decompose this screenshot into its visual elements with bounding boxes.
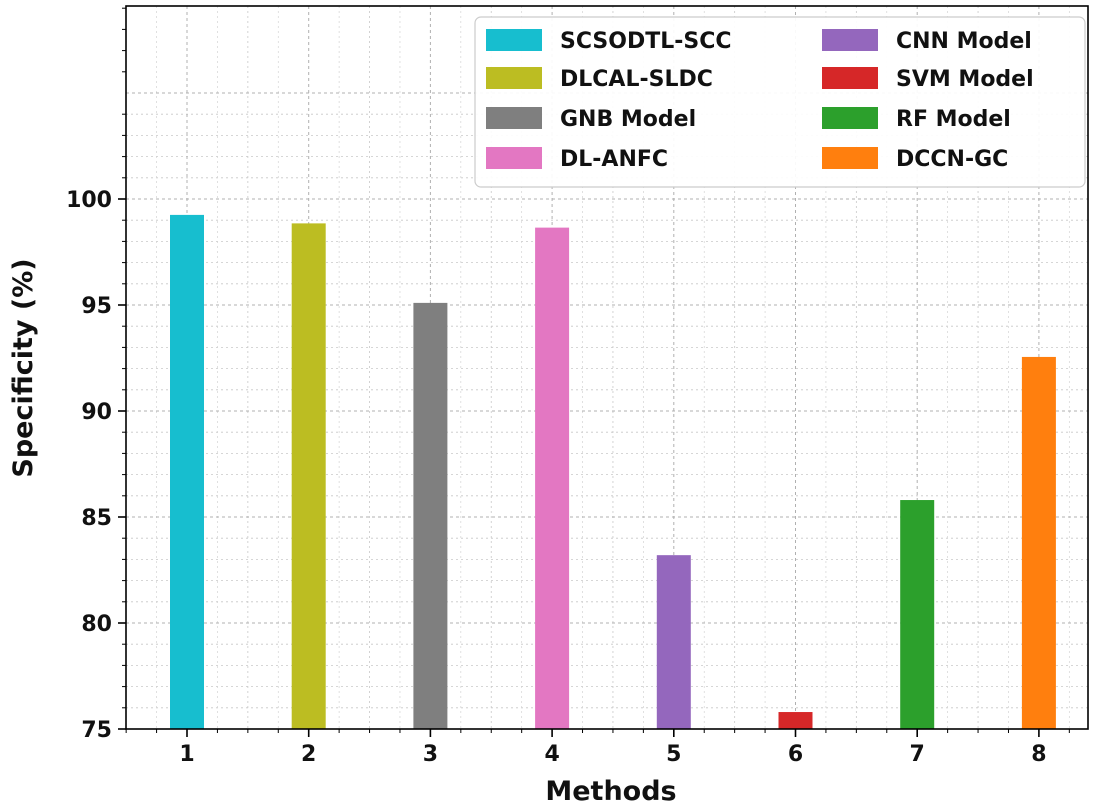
- x-tick-label: 5: [666, 742, 681, 767]
- x-tick-label: 1: [179, 742, 194, 767]
- y-tick-label: 90: [81, 400, 112, 425]
- bars: [170, 214, 1056, 729]
- bar-dccn-gc: [1021, 356, 1056, 729]
- legend-entry: DL-ANFC: [560, 147, 668, 172]
- y-tick-label: 85: [81, 506, 112, 531]
- x-tick-label: 7: [910, 742, 925, 767]
- legend-entry: DLCAL-SLDC: [560, 67, 713, 92]
- legend-swatch: [486, 107, 542, 129]
- x-tick-label: 2: [301, 742, 316, 767]
- plot-frame: [125, 5, 1089, 730]
- legend-entry: SCSODTL-SCC: [560, 29, 732, 54]
- legend-entry: SVM Model: [896, 67, 1034, 92]
- legend-swatch: [486, 29, 542, 51]
- x-tick-label: 8: [1031, 742, 1046, 767]
- bar-dlcal-sldc: [291, 223, 326, 729]
- legend-swatch: [822, 107, 878, 129]
- legend-swatch: [822, 147, 878, 169]
- bar-scsodtl-scc: [170, 214, 204, 729]
- bar-dl-anfc: [535, 227, 570, 729]
- legend-entry: GNB Model: [560, 107, 696, 132]
- legend-swatch: [822, 67, 878, 89]
- bar-svm-model: [778, 712, 813, 729]
- bar-gnb-model: [413, 302, 448, 729]
- legend-swatch: [822, 29, 878, 51]
- y-tick-label: 95: [81, 294, 112, 319]
- legend-entry: DCCN-GC: [896, 147, 1008, 172]
- x-tick-label: 3: [423, 742, 438, 767]
- bar-rf-model: [900, 500, 935, 729]
- legend-box: [474, 16, 1086, 188]
- legend: SCSODTL-SCC DLCAL-SLDC GNB Model DL-ANFC CNN…: [474, 16, 1086, 188]
- legend-swatch: [486, 67, 542, 89]
- legend-entry: RF Model: [896, 107, 1011, 132]
- x-axis-label: Methods: [545, 776, 676, 807]
- y-tick-label: 75: [81, 718, 112, 743]
- legend-swatch: [486, 147, 542, 169]
- y-tick-label: 80: [81, 612, 112, 637]
- x-tick-label: 4: [544, 742, 559, 767]
- y-axis-label: Specificity (%): [8, 258, 39, 477]
- y-tick-label: 100: [66, 188, 112, 213]
- bar-cnn-model: [656, 555, 691, 729]
- legend-entry: CNN Model: [896, 29, 1032, 54]
- x-axis-ticks: 1 2 3 4 5 6 7 8: [125, 729, 1070, 767]
- x-tick-label: 6: [788, 742, 803, 767]
- y-axis-ticks: 75 80 85 90 95 100: [66, 7, 126, 743]
